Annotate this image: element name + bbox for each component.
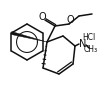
Polygon shape bbox=[11, 32, 47, 42]
Text: HCl: HCl bbox=[82, 34, 96, 43]
Text: CH₃: CH₃ bbox=[84, 46, 98, 55]
Text: O: O bbox=[66, 15, 74, 25]
Text: O: O bbox=[38, 12, 46, 22]
Text: N: N bbox=[79, 39, 87, 49]
